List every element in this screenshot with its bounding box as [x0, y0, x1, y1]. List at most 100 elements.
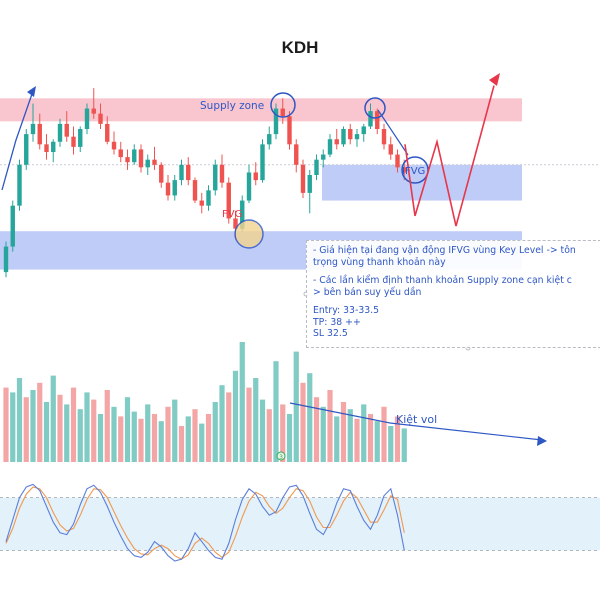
- volume-trend-arrow-head: [537, 436, 547, 446]
- volume-bar: [64, 404, 70, 462]
- volume-bar: [394, 416, 401, 462]
- candle-body: [300, 164, 306, 193]
- volume-bar: [205, 414, 212, 462]
- candle-body: [64, 123, 69, 137]
- volume-bar: [327, 390, 333, 462]
- candle-body: [78, 129, 83, 147]
- volume-bar: [104, 390, 110, 462]
- volume-bar: [145, 404, 151, 462]
- volume-bar: [253, 378, 259, 462]
- candle-body: [199, 200, 204, 206]
- candle-body: [24, 134, 29, 165]
- candle-body: [219, 164, 225, 183]
- candle-body: [233, 218, 238, 229]
- candle-body: [334, 139, 339, 145]
- candle-body: [44, 144, 49, 152]
- volume-trend-line: [289, 402, 543, 441]
- note-line-1: - Giá hiện tại đang vận động IFVG vùng K…: [313, 245, 576, 268]
- candle-body: [395, 154, 400, 168]
- candle-body: [348, 129, 353, 140]
- volume-bar: [37, 382, 43, 462]
- volume-bar: [50, 375, 56, 462]
- candle-body: [37, 123, 42, 145]
- volume-bar: [361, 404, 367, 462]
- note-line-2: - Các lần kiểm định thanh khoản Supply z…: [313, 275, 572, 298]
- stoch-k-line: [5, 483, 405, 562]
- volume-bar: [232, 370, 239, 462]
- candle-body: [159, 164, 164, 183]
- candle-body: [213, 164, 218, 191]
- volume-bar: [374, 421, 380, 462]
- volume-bar: [138, 418, 144, 462]
- retest-line: [377, 109, 409, 156]
- candle-body: [260, 144, 265, 181]
- volume-bar: [30, 390, 36, 462]
- candle-body: [314, 159, 319, 175]
- volume-bar: [158, 421, 164, 462]
- candle-body: [186, 164, 191, 181]
- volume-bar: [347, 409, 353, 462]
- candle-body: [226, 182, 231, 219]
- candle-body: [98, 113, 103, 124]
- volume-bar: [401, 428, 407, 462]
- volume-bar: [226, 392, 232, 462]
- volume-bar: [354, 418, 360, 462]
- volume-bar: [266, 409, 272, 462]
- tp-level: TP: 38 ++: [313, 316, 361, 328]
- volume-bar: [320, 406, 326, 462]
- volume-bar: [239, 342, 245, 462]
- volume-bar: [199, 423, 205, 462]
- forecast-path: [404, 85, 495, 227]
- volume-bar: [57, 394, 63, 462]
- candle-body: [145, 159, 150, 168]
- volume-bar: [388, 426, 394, 462]
- volume-bar: [340, 402, 347, 462]
- volume-bar: [286, 414, 293, 462]
- candle-body: [381, 129, 387, 145]
- candle-body: [165, 182, 171, 196]
- ifvg-label: IFVG: [402, 166, 426, 177]
- candle-body: [192, 180, 198, 201]
- stochastic-panel: [0, 483, 600, 562]
- candle-body: [240, 200, 245, 229]
- stoch-d-line: [5, 486, 405, 560]
- candle-body: [125, 157, 130, 163]
- entry-level: Entry: 33-33.5: [313, 305, 380, 316]
- candle-body: [267, 134, 272, 145]
- volume-bar: [246, 387, 252, 462]
- volume-bar: [118, 416, 124, 462]
- touch-circle-2: [364, 97, 386, 119]
- volume-bar: [280, 404, 286, 462]
- volume-bar: [381, 406, 387, 462]
- volume-bar: [84, 392, 90, 462]
- candle-body: [138, 149, 144, 168]
- candle-body: [273, 108, 279, 135]
- candle-body: [280, 108, 285, 117]
- volume-bar: [23, 397, 29, 462]
- volume-panel: [3, 342, 407, 462]
- candle-body: [105, 123, 110, 142]
- candle-body: [3, 246, 9, 273]
- candle-body: [287, 116, 292, 145]
- candle-body: [341, 129, 346, 145]
- chart-title: KDH: [281, 38, 319, 57]
- candle-body: [30, 123, 36, 135]
- kiet-vol-label: Kiệt vol: [396, 413, 438, 426]
- volume-marker-text: 3: [279, 454, 283, 461]
- volume-bar: [131, 411, 137, 462]
- analysis-note: - Giá hiện tại đang vận động IFVG vùng K…: [306, 240, 600, 348]
- volume-bar: [293, 351, 299, 462]
- candle-body: [84, 108, 90, 129]
- candle-body: [51, 141, 56, 152]
- forecast-arrow-head: [489, 73, 500, 86]
- volume-bar: [16, 378, 23, 462]
- volume-bar: [313, 397, 320, 462]
- volume-marker: [276, 451, 286, 461]
- trend-arrow-head: [27, 86, 36, 97]
- candle-body: [361, 126, 366, 135]
- candle-body: [327, 139, 333, 155]
- candle-body: [71, 136, 76, 147]
- zones-layer: [0, 98, 600, 270]
- candle-body: [10, 205, 15, 247]
